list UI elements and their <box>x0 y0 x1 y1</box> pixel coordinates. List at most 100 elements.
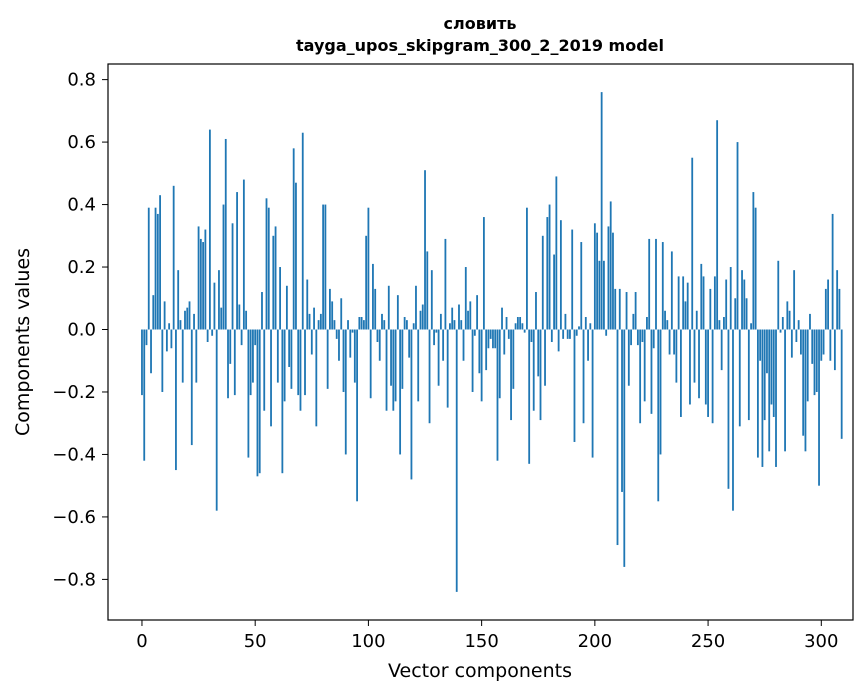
bar <box>639 329 642 424</box>
bar <box>252 329 254 383</box>
bar <box>218 270 220 330</box>
bar <box>655 238 657 330</box>
bar <box>265 198 268 330</box>
x-axis: 0 50 100 150 200 250 300 <box>136 620 838 652</box>
bar <box>616 329 619 546</box>
bar <box>424 170 426 330</box>
bar <box>335 329 338 339</box>
bar <box>772 329 775 417</box>
bar <box>378 329 381 361</box>
bar <box>836 270 839 330</box>
bar <box>806 329 809 402</box>
bar <box>186 307 189 330</box>
bar <box>666 320 669 330</box>
bar <box>734 298 737 330</box>
bar <box>245 310 248 330</box>
bar <box>442 329 445 361</box>
bar <box>281 329 284 474</box>
bar <box>609 201 612 330</box>
bar <box>356 329 358 502</box>
bar <box>555 176 558 330</box>
bar <box>206 329 209 342</box>
bar <box>165 329 168 352</box>
y-tick-label: 0.8 <box>67 70 96 91</box>
bar <box>675 329 678 383</box>
bar <box>535 292 537 330</box>
bar <box>231 223 234 330</box>
bar <box>550 329 553 342</box>
bar <box>258 329 261 474</box>
bar <box>292 148 295 330</box>
bar <box>738 329 741 427</box>
bar <box>437 329 440 386</box>
bar <box>487 329 490 349</box>
bar <box>369 329 372 399</box>
bar <box>625 292 628 330</box>
bar <box>824 288 827 330</box>
bar <box>471 329 474 392</box>
bar <box>446 329 449 408</box>
bar <box>349 329 352 358</box>
bar <box>684 301 687 330</box>
bar <box>646 317 648 330</box>
bar <box>802 329 805 436</box>
bar <box>256 329 259 477</box>
bar <box>584 317 587 330</box>
bar <box>288 329 291 367</box>
bar <box>181 329 184 383</box>
bar <box>779 329 782 333</box>
bar <box>464 267 467 330</box>
bar <box>374 288 377 330</box>
bar <box>276 329 279 383</box>
bar <box>562 329 565 339</box>
bar <box>720 329 723 371</box>
bar <box>396 295 399 330</box>
bar <box>233 329 236 396</box>
bar <box>301 132 304 330</box>
bar <box>747 329 750 421</box>
bar <box>652 329 655 349</box>
bar <box>385 329 388 411</box>
bar <box>496 329 499 461</box>
bar <box>634 292 637 330</box>
bar <box>455 329 458 592</box>
bar <box>636 329 639 346</box>
bar <box>317 320 320 330</box>
bar <box>815 329 818 392</box>
bar <box>641 329 644 342</box>
bar <box>408 329 411 358</box>
bar <box>693 329 696 383</box>
bar <box>820 329 823 361</box>
bar <box>304 329 306 396</box>
bar <box>553 254 555 330</box>
bar <box>689 329 691 405</box>
y-tick-label: 0.6 <box>67 132 96 153</box>
bar <box>736 142 739 330</box>
bar <box>387 285 390 330</box>
bar <box>261 292 263 330</box>
bar <box>285 285 288 330</box>
bar <box>340 298 343 330</box>
bar <box>372 263 374 330</box>
bar <box>539 329 542 421</box>
bar <box>159 195 161 330</box>
bar <box>279 267 281 330</box>
bar <box>530 329 533 342</box>
bar <box>777 260 780 330</box>
y-tick-label: −0.2 <box>52 382 96 403</box>
bar <box>458 304 460 330</box>
bar <box>745 298 748 330</box>
bar <box>700 263 703 330</box>
bar <box>786 301 789 330</box>
bar <box>612 232 614 330</box>
y-axis-label: Components values <box>12 248 34 436</box>
bar <box>741 270 743 330</box>
bar <box>571 229 574 330</box>
bar <box>476 295 479 330</box>
bar <box>564 313 567 330</box>
bar <box>367 207 370 330</box>
bar <box>208 129 211 330</box>
bar <box>249 329 252 396</box>
bar <box>197 226 200 330</box>
